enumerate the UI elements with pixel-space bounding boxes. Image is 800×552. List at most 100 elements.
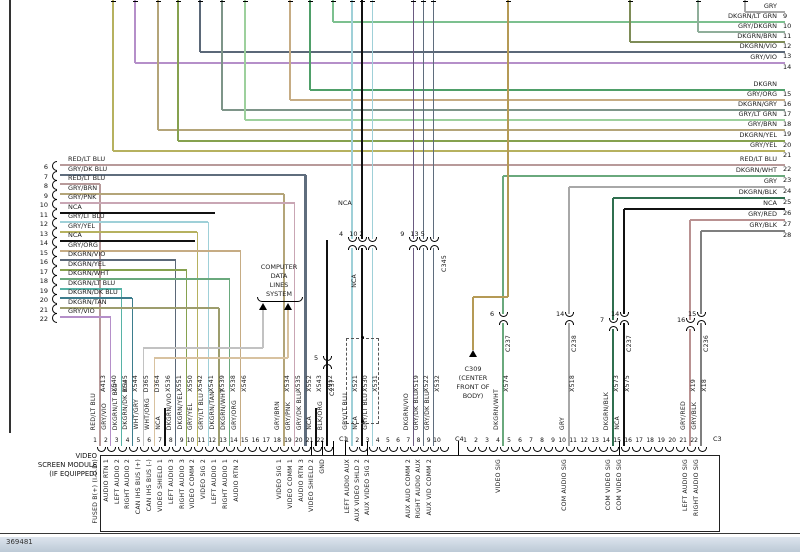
wire — [60, 202, 295, 204]
wire-code-label: X551 — [175, 375, 183, 392]
top-edge-tick — [197, 0, 203, 2]
strip-divider — [458, 441, 460, 455]
strip-divider — [367, 441, 369, 455]
wire-code-label: X552 — [305, 375, 313, 392]
wire-color-label: NCA — [154, 416, 162, 430]
inline-connector-icon — [697, 320, 706, 325]
connector-pin-icon — [697, 447, 707, 452]
wire — [412, 0, 414, 446]
pin-number: 9 — [551, 437, 555, 444]
pin-function-label: VIDEO SHIELD 2 — [308, 459, 316, 512]
pin-number: 22 — [316, 437, 325, 444]
pin-number: 23 — [783, 176, 792, 184]
wire — [326, 240, 328, 446]
connector-pin-icon — [280, 447, 290, 452]
inline-connector-icon — [499, 320, 508, 325]
pin-function-label: COM VIDEO SIG — [616, 459, 623, 511]
wire — [333, 21, 785, 23]
top-edge-tick — [742, 0, 748, 2]
wire-code-label: X534 — [283, 375, 291, 392]
inline-connector-icon — [429, 245, 439, 250]
wire-code-label: D365 — [143, 374, 151, 392]
wire-color-label: DKGRN/VIO — [403, 392, 411, 430]
pin-number: 17 — [635, 437, 643, 444]
wire — [315, 408, 318, 446]
wire — [700, 231, 702, 446]
pin-number: 10 — [39, 201, 48, 209]
connector-pin-icon — [389, 447, 399, 452]
pin-number: 8 — [416, 437, 421, 444]
pin-function-label: CAN IHS BUS (-) — [146, 459, 154, 512]
wire — [60, 221, 209, 223]
top-edge-tick — [219, 0, 225, 2]
connector-label: C345 — [441, 255, 448, 272]
connector-pin-icon — [379, 447, 389, 452]
connector-pin-icon — [399, 447, 409, 452]
top-edge-tick — [410, 0, 416, 2]
wire — [630, 41, 785, 43]
wire-color-label: GRY — [763, 177, 777, 185]
wire-color-label: NCA — [614, 416, 621, 430]
connector-pin-icon — [576, 447, 586, 452]
pin-function-label: AUDIO RTN 1 — [102, 459, 110, 502]
connector-pin-icon — [466, 447, 476, 452]
inline-pin-number: 14 — [556, 310, 565, 318]
pin-number: 19 — [783, 130, 792, 138]
connector-pin-icon — [440, 447, 450, 452]
wire-color-label: GRY — [559, 416, 566, 430]
wire-color-label: DKGRN/WHT — [493, 389, 500, 430]
connector-pin-icon — [183, 447, 193, 452]
wire — [624, 207, 785, 211]
inline-pin-number: 9 — [400, 230, 405, 238]
wire-gap — [620, 314, 628, 323]
wire-code-label: X519 — [413, 375, 421, 392]
pin-number: 11 — [783, 32, 792, 40]
wire-color-label: RED/LT BLU — [90, 392, 97, 430]
pin-number: 1 — [345, 437, 349, 444]
wire-color-label: GRY/LT BLU — [362, 393, 370, 430]
wire-code-label: X538 — [229, 375, 237, 392]
c309-ground-icon — [469, 350, 477, 357]
wire-color-label: GRY/ORG — [747, 90, 777, 98]
wire — [60, 278, 230, 280]
inline-pin-number: 4 — [339, 230, 344, 238]
pin-number: 10 — [186, 437, 195, 444]
pin-number: 15 — [39, 249, 48, 257]
connector-label: C237 — [505, 335, 512, 352]
connector-label: C236 — [703, 335, 710, 352]
connector-pin-icon — [686, 447, 696, 452]
pin-number: 7 — [529, 437, 533, 444]
pin-number: 15 — [240, 437, 249, 444]
junction-dot — [360, 336, 364, 339]
connector-pin-icon — [237, 447, 247, 452]
pin-number: 19 — [39, 287, 48, 295]
wire — [200, 51, 785, 53]
wire — [629, 0, 631, 42]
connector-pin-icon — [139, 447, 149, 452]
wire — [60, 164, 785, 166]
wire-code-label: X530 — [362, 375, 370, 392]
wire-code-label: X18 — [701, 379, 708, 392]
strip-divider — [619, 441, 621, 455]
wire-gap — [429, 239, 438, 248]
module-title-line3: (IF EQUIPPED) — [49, 470, 97, 478]
pin-function-label: LEFT AUDIO SIG — [682, 459, 689, 512]
strip-divider — [333, 441, 335, 455]
pin-number: 14 — [230, 437, 238, 444]
pin-number: 27 — [783, 220, 792, 228]
computer-data-lines-label: DATA — [270, 272, 288, 280]
wire — [698, 31, 785, 33]
connector-pin-icon — [477, 447, 487, 452]
connector-pin-icon — [193, 447, 203, 452]
connector-pin-icon — [598, 447, 608, 452]
pin-number: 18 — [783, 120, 792, 128]
connector-label: C237 — [626, 335, 633, 352]
inline-pin-number: 5 — [420, 230, 425, 238]
wire-color-label: DKGRN/VIO — [68, 250, 106, 258]
pin-number: 9 — [783, 12, 788, 20]
wire-color-label: RED/LT BLU — [68, 174, 106, 182]
connector-pin-icon — [653, 447, 663, 452]
wire-color-label: GRY/LT BLU — [68, 212, 105, 220]
wire-code-label: Z912 — [327, 375, 335, 392]
wire — [113, 150, 785, 152]
